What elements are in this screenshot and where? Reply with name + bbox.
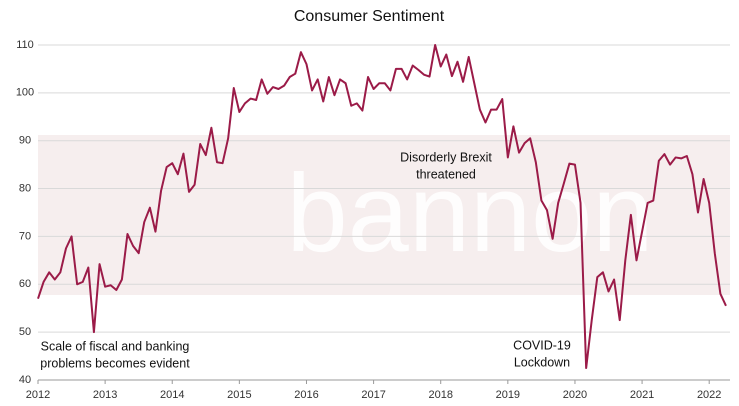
annotation: problems becomes evident	[40, 356, 190, 370]
x-tick-label: 2019	[496, 389, 520, 401]
y-tick-label: 80	[19, 182, 31, 194]
chart-title: Consumer Sentiment	[294, 8, 445, 25]
annotation: Lockdown	[514, 355, 570, 369]
x-tick-label: 2020	[563, 389, 587, 401]
data-line	[37, 43, 727, 370]
y-tick-label: 40	[19, 374, 31, 386]
x-tick-label: 2022	[697, 389, 721, 401]
watermark-band	[38, 135, 730, 295]
x-tick-label: 2014	[160, 389, 184, 401]
x-tick-label: 2017	[361, 389, 385, 401]
y-tick-label: 90	[19, 135, 31, 147]
x-tick-label: 2015	[227, 389, 251, 401]
x-tick-label: 2016	[294, 389, 318, 401]
x-tick-label: 2021	[630, 389, 654, 401]
y-tick-label: 100	[16, 87, 34, 99]
y-tick-label: 60	[19, 278, 31, 290]
x-tick-label: 2012	[26, 389, 50, 401]
watermark: bannon	[286, 152, 653, 275]
y-tick-label: 110	[16, 39, 34, 51]
y-tick-label: 70	[19, 230, 31, 242]
y-tick-label: 50	[19, 326, 31, 338]
x-tick-label: 2018	[428, 389, 452, 401]
annotation: threatened	[416, 167, 476, 181]
annotation: COVID-19	[513, 338, 571, 352]
annotation: Disorderly Brexit	[400, 150, 492, 164]
annotation: Scale of fiscal and banking	[41, 339, 190, 353]
x-tick-label: 2013	[93, 389, 117, 401]
